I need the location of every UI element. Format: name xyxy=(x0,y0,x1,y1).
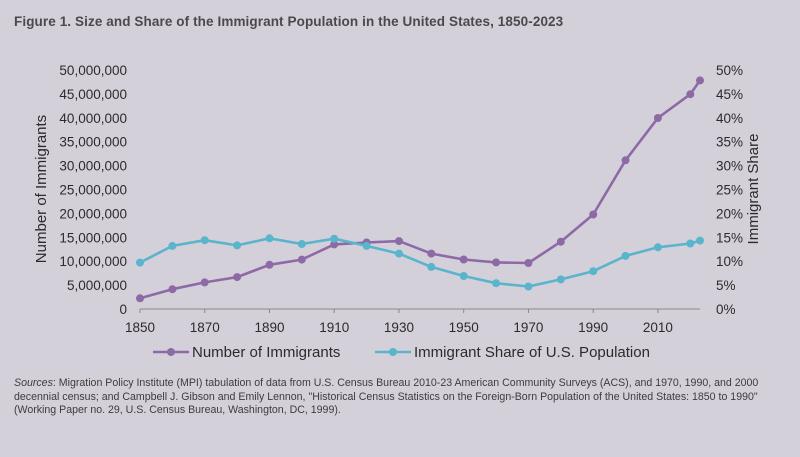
immigrant-share-point xyxy=(653,243,662,252)
immigrant-share-point xyxy=(492,279,501,288)
immigrant-share-point xyxy=(459,272,468,280)
y-left-tick-label: 35,000,000 xyxy=(59,135,127,150)
x-tick-label: 1990 xyxy=(578,320,608,335)
number-of-immigrants-point xyxy=(330,240,339,249)
x-tick-label: 1890 xyxy=(254,320,284,335)
number-of-immigrants-point xyxy=(556,237,565,246)
number-of-immigrants-point xyxy=(427,249,436,258)
immigrant-share-point xyxy=(589,267,598,276)
number-of-immigrants-point xyxy=(136,294,144,303)
number-of-immigrants-line xyxy=(139,79,702,300)
immigrant-share-point xyxy=(265,234,274,243)
y-right-tick-label: 25% xyxy=(716,183,743,198)
legend-label-immigrant-share: Immigrant Share of U.S. Population xyxy=(414,344,650,361)
x-tick-label: 1970 xyxy=(513,320,543,335)
sources-text: : Migration Policy Institute (MPI) tabul… xyxy=(14,377,759,417)
number-of-immigrants-point xyxy=(492,258,501,267)
x-tick-label: 1870 xyxy=(190,320,220,335)
series-layer xyxy=(136,76,704,303)
sources-lead: Sources xyxy=(14,377,53,389)
y-right-tick-label: 10% xyxy=(716,254,743,269)
sources-note: Sources: Migration Policy Institute (MPI… xyxy=(14,377,786,418)
x-tick-label: 1950 xyxy=(449,320,479,335)
y-right-tick-label: 45% xyxy=(716,87,743,102)
legend-marker-immigrant-share xyxy=(389,348,397,356)
y-left-tick-label: 15,000,000 xyxy=(59,230,127,245)
legend-marker-number-of-immigrants xyxy=(167,348,175,356)
number-of-immigrants-point xyxy=(395,237,403,246)
immigrant-share-point xyxy=(556,275,565,284)
number-of-immigrants-point xyxy=(265,260,274,269)
x-tick-label: 1910 xyxy=(319,320,349,335)
immigrant-share-point xyxy=(168,241,177,250)
immigrant-share-point xyxy=(427,262,436,271)
line-chart: 0 5,000,000 10,000,000 15,000,000 20,000,000… xyxy=(33,63,762,361)
y-right-tick-label: 35% xyxy=(716,135,743,150)
number-of-immigrants-point xyxy=(589,210,598,219)
y-left-tick-label: 25,000,000 xyxy=(59,183,127,198)
y-axis-right-label: Immigrant Share xyxy=(745,134,762,245)
number-of-immigrants-point xyxy=(621,156,630,165)
y-right-tick-label: 15% xyxy=(716,230,743,245)
immigrant-share-point xyxy=(395,249,403,258)
immigrant-share-point xyxy=(330,234,339,243)
y-right-tick-label: 50% xyxy=(716,63,743,78)
immigrant-share-point xyxy=(696,236,704,245)
immigrant-share-point xyxy=(621,251,630,260)
immigrant-share-point xyxy=(686,239,695,248)
y-right-tick-label: 5% xyxy=(716,278,736,293)
y-left-tick-label: 50,000,000 xyxy=(59,63,127,78)
chart-axes: 0 5,000,000 10,000,000 15,000,000 20,000,000… xyxy=(59,63,743,335)
y-axis-left-label: Number of Immigrants xyxy=(33,115,50,263)
x-tick-label: 1930 xyxy=(384,320,414,335)
y-right-tick-label: 40% xyxy=(716,111,743,126)
number-of-immigrants-point xyxy=(459,255,468,264)
immigrant-share-point xyxy=(362,241,371,250)
immigrant-share-point xyxy=(297,240,306,248)
legend-label-number-of-immigrants: Number of Immigrants xyxy=(192,344,340,361)
number-of-immigrants-point xyxy=(233,273,242,282)
y-left-tick-label: 30,000,000 xyxy=(59,159,127,174)
number-of-immigrants-point xyxy=(653,114,662,122)
y-left-tick-label: 10,000,000 xyxy=(59,254,127,269)
y-left-tick-label: 5,000,000 xyxy=(67,278,127,293)
x-tick-label: 2010 xyxy=(643,320,673,335)
y-left-tick-label: 20,000,000 xyxy=(59,206,127,221)
y-left-tick-label: 40,000,000 xyxy=(59,111,127,126)
y-left-tick-label: 45,000,000 xyxy=(59,87,127,102)
number-of-immigrants-point xyxy=(200,278,209,287)
immigrant-share-point xyxy=(200,236,209,245)
y-right-tick-label: 30% xyxy=(716,159,743,174)
immigrant-share-point xyxy=(136,258,144,267)
immigrant-share-point xyxy=(524,282,533,291)
number-of-immigrants-point xyxy=(297,255,306,264)
x-tick-label: 1850 xyxy=(125,320,155,335)
immigrant-share-point xyxy=(233,241,242,250)
number-of-immigrants-point xyxy=(524,259,533,267)
y-right-tick-label: 20% xyxy=(716,206,743,221)
number-of-immigrants-point xyxy=(696,76,704,85)
y-left-tick-label: 0 xyxy=(119,302,127,317)
chart-legend: Number of Immigrants Immigrant Share of U… xyxy=(153,344,650,361)
figure-title: Figure 1. Size and Share of the Immigran… xyxy=(14,14,564,29)
number-of-immigrants-point xyxy=(686,90,695,99)
y-right-tick-label: 0% xyxy=(716,302,736,317)
number-of-immigrants-point xyxy=(168,285,177,294)
